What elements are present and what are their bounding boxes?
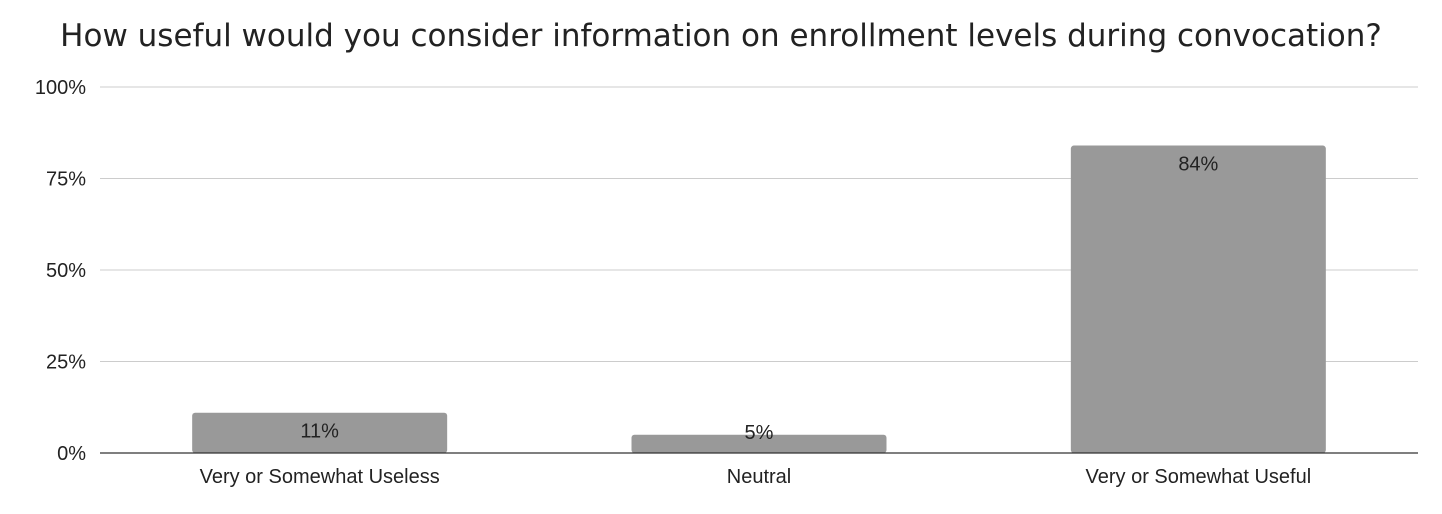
y-tick-label: 50% [46, 260, 86, 282]
y-tick-label: 25% [46, 352, 86, 374]
data-label: 84% [1178, 154, 1218, 176]
y-tick-label: 100% [35, 77, 86, 99]
x-tick-label: Neutral [727, 466, 791, 488]
bar [192, 412, 448, 453]
chart-title: How useful would you consider informatio… [60, 18, 1382, 54]
data-label: 11% [300, 421, 339, 443]
x-tick-label: Very or Somewhat Useful [1086, 466, 1312, 488]
data-label: 5% [745, 422, 774, 444]
bar [631, 434, 887, 453]
x-tick-label: Very or Somewhat Useless [200, 466, 440, 488]
y-tick-label: 0% [57, 443, 86, 465]
y-tick-label: 75% [46, 169, 86, 191]
bar [1070, 145, 1326, 453]
